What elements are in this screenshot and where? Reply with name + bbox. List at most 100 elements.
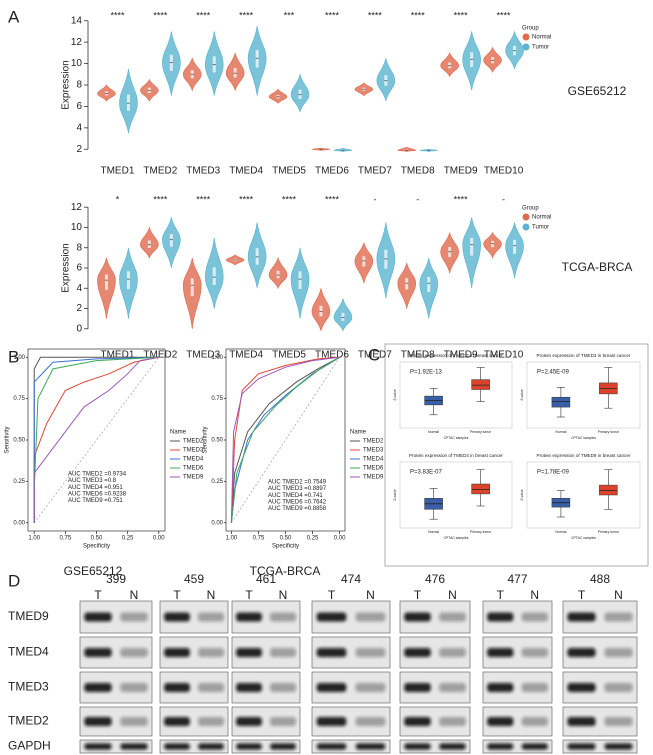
side-label: TCGA-BRCA bbox=[562, 260, 633, 274]
significance: **** bbox=[497, 10, 512, 20]
lane-label: N bbox=[530, 588, 539, 602]
box bbox=[471, 483, 490, 495]
blot-band bbox=[439, 612, 466, 622]
blot-band bbox=[164, 717, 190, 726]
blot-band bbox=[198, 717, 224, 726]
auc-annotation: AUC TMED4 =0.741 bbox=[268, 493, 323, 499]
blot-band bbox=[198, 612, 224, 622]
lane-label: T bbox=[245, 588, 253, 602]
legend-label: TMED4 bbox=[363, 457, 384, 463]
violin-box bbox=[319, 305, 323, 317]
box bbox=[551, 396, 571, 408]
x-axis-label: Specificity bbox=[83, 544, 110, 550]
panel-label: A bbox=[8, 7, 20, 26]
sample-label: 461 bbox=[256, 572, 276, 586]
violin-box bbox=[298, 89, 302, 99]
blot-band bbox=[521, 743, 548, 750]
legend-title: Name bbox=[170, 430, 187, 436]
x-tick-label: Primary tumor bbox=[598, 530, 620, 534]
significance: **** bbox=[196, 10, 211, 20]
legend-label: TMED3 bbox=[183, 448, 204, 454]
blot-band bbox=[84, 683, 112, 692]
blot-band bbox=[120, 648, 148, 657]
lane-label: N bbox=[614, 588, 623, 602]
lane-label: N bbox=[207, 588, 216, 602]
legend-label: TMED4 bbox=[183, 457, 204, 463]
legend-title: Group bbox=[522, 26, 539, 32]
blot-band bbox=[316, 612, 347, 622]
blot-band bbox=[355, 743, 386, 750]
y-tick-label: 8 bbox=[76, 80, 82, 91]
sample-label: 459 bbox=[184, 572, 204, 586]
blot-band bbox=[487, 648, 514, 657]
chart-title: Protein expression of TMED4 in breast ca… bbox=[409, 453, 503, 458]
caption: GSE65212 bbox=[64, 564, 123, 578]
box bbox=[471, 379, 490, 390]
roc-curve bbox=[230, 356, 340, 523]
y-tick-label: 1.00 bbox=[211, 355, 223, 361]
blot-band bbox=[567, 683, 596, 692]
blot-band bbox=[164, 648, 190, 657]
protein-label: TMED3 bbox=[8, 680, 49, 694]
y-axis-label: Expression bbox=[61, 60, 72, 109]
blot-band bbox=[270, 717, 296, 726]
x-tick-label: 0.25 bbox=[307, 536, 319, 542]
legend-swatch bbox=[522, 43, 530, 51]
violin-box bbox=[470, 52, 474, 68]
violin-box bbox=[233, 68, 237, 78]
roc-curve bbox=[33, 356, 159, 523]
x-tick-label: Normal bbox=[555, 430, 566, 434]
p-value: P=3.83E-07 bbox=[410, 470, 443, 476]
roc-curve bbox=[33, 356, 159, 523]
p-value: P=2.45E-09 bbox=[537, 370, 570, 376]
plot-frame bbox=[526, 461, 641, 529]
y-tick-label: 0.75 bbox=[13, 396, 25, 402]
x-tick-label: Primary tumor bbox=[598, 430, 620, 434]
y-axis-label: Sensitivity bbox=[203, 426, 209, 453]
violin-box bbox=[104, 274, 108, 290]
sample-label: 476 bbox=[425, 572, 445, 586]
lane-label: T bbox=[94, 588, 102, 602]
blot-band bbox=[404, 717, 431, 726]
significance: **** bbox=[282, 194, 297, 204]
significance: **** bbox=[239, 194, 254, 204]
chart-title: Protein expression of TMED3 in breast ca… bbox=[537, 353, 631, 358]
y-axis-label: Z-value bbox=[520, 489, 524, 500]
blot-band bbox=[604, 648, 633, 657]
y-tick-label: 2 bbox=[76, 144, 82, 155]
violin-box bbox=[341, 312, 345, 321]
x-tick-label: TMED7 bbox=[358, 350, 392, 361]
blot-band bbox=[404, 743, 431, 750]
blot-band bbox=[270, 683, 296, 692]
x-axis-label: CPTAC samples bbox=[444, 536, 469, 540]
side-label: GSE65212 bbox=[568, 84, 627, 98]
blot-band bbox=[487, 717, 514, 726]
lane-label: N bbox=[279, 588, 288, 602]
lane-label: N bbox=[448, 588, 457, 602]
x-tick-label: TMED6 bbox=[315, 350, 349, 361]
blot-band bbox=[521, 717, 548, 726]
blot-band bbox=[270, 612, 296, 622]
blot-band bbox=[84, 717, 112, 726]
chart-title: Protein expression of TMED2 in breast ca… bbox=[409, 353, 503, 358]
y-tick-label: 4 bbox=[76, 283, 82, 294]
significance: **** bbox=[454, 194, 469, 204]
blot-band bbox=[521, 683, 548, 692]
x-tick-label: 0.50 bbox=[91, 536, 103, 542]
x-tick-label: 0.75 bbox=[60, 536, 72, 542]
blot-band bbox=[521, 648, 548, 657]
blot-band bbox=[567, 612, 596, 622]
y-axis-label: Z-value bbox=[393, 489, 397, 500]
significance: * bbox=[116, 194, 120, 204]
blot-band bbox=[316, 743, 347, 750]
x-tick-label: TMED1 bbox=[100, 166, 134, 177]
violin-box bbox=[427, 276, 431, 293]
significance: **** bbox=[411, 10, 426, 20]
auc-annotation: AUC TMED9 =0.8858 bbox=[268, 506, 327, 512]
y-tick-label: 8 bbox=[76, 242, 82, 253]
roc-curve bbox=[230, 356, 340, 523]
x-axis-label: CPTAC samples bbox=[571, 536, 596, 540]
legend-label: TMED6 bbox=[363, 466, 384, 472]
y-tick-label: 6 bbox=[76, 263, 82, 274]
x-tick-label: TMED9 bbox=[444, 350, 478, 361]
